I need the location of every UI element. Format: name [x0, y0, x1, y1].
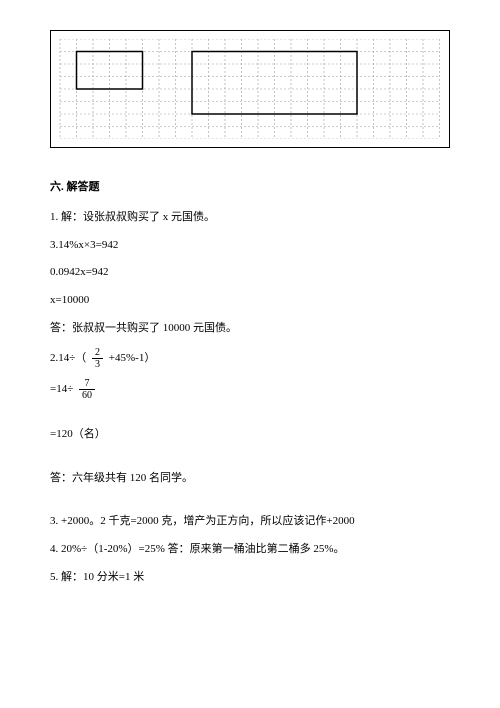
p1-line4: x=10000 [50, 291, 450, 311]
p3: 3. +2000。2 千克=2000 克，增产为正方向，所以应该记作+2000 [50, 512, 450, 532]
p2-expr2: =14÷ 7 60 [50, 378, 450, 401]
p1-line3: 0.0942x=942 [50, 263, 450, 283]
p2-prefix: 2.14÷（ [50, 352, 86, 364]
grid-svg [59, 39, 441, 139]
p1-line2: 3.14%x×3=942 [50, 236, 450, 256]
p4: 4. 20%÷（1-20%）=25% 答：原来第一桶油比第二桶多 25%。 [50, 540, 450, 560]
p2-frac2: 7 60 [79, 378, 95, 401]
frac-den: 3 [92, 359, 103, 370]
p1-line1: 1. 解：设张叔叔购买了 x 元国债。 [50, 208, 450, 228]
p2-frac1: 2 3 [92, 347, 103, 370]
frac-den: 60 [79, 390, 95, 401]
p2-result: =120（名） [50, 425, 450, 445]
p2-eq-prefix: =14÷ [50, 383, 73, 395]
p1-line5: 答：张叔叔一共购买了 10000 元国债。 [50, 319, 450, 339]
grid-diagram [50, 30, 450, 148]
section-header: 六. 解答题 [50, 178, 450, 198]
p2-answer: 答：六年级共有 120 名同学。 [50, 469, 450, 489]
frac-num: 7 [79, 378, 95, 390]
p2-expr1: 2.14÷（ 2 3 +45%-1） [50, 347, 450, 370]
frac-num: 2 [92, 347, 103, 359]
p5: 5. 解：10 分米=1 米 [50, 568, 450, 588]
p2-suffix1: +45%-1） [109, 352, 156, 364]
